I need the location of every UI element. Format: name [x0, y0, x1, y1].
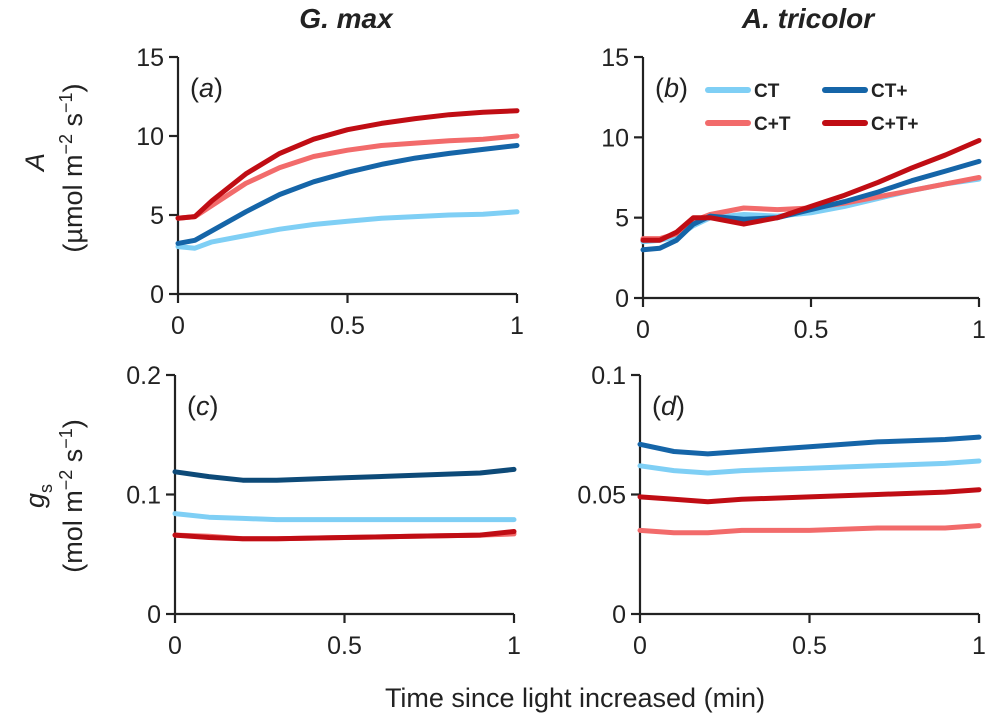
x-tick-label-d: 0: [633, 632, 647, 660]
legend-label-cplustplus: C+T+: [871, 114, 919, 135]
legend-label-ctplus: CT+: [871, 81, 907, 102]
y-axis-label-a: A (µmol m−2 s−1): [20, 83, 88, 252]
panel-d: 0 0.05 0.1 0 0.5 1 (d): [577, 362, 986, 660]
x-tick-label-a: 0: [171, 312, 185, 340]
y-tick-label-c: 0: [147, 601, 161, 629]
y-axis-label-gs: gs (mol m−2 s−1): [20, 419, 88, 573]
x-tick-label-c: 1: [507, 632, 521, 660]
y-tick-label-d: 0.05: [577, 482, 626, 510]
x-tick-label-a: 0.5: [330, 312, 365, 340]
y-tick-label-a: 15: [136, 44, 164, 72]
x-tick-label-b: 0.5: [794, 316, 829, 344]
x-tick-label-c: 0.5: [327, 632, 362, 660]
y-tick-label-a: 0: [150, 281, 164, 309]
y-tick-label-a: 5: [150, 202, 164, 230]
panel-label-b: (b): [655, 73, 688, 103]
series-line-cplustplus-c: [172, 529, 517, 542]
x-tick-label-d: 1: [972, 632, 986, 660]
x-tick-label-b: 0: [636, 316, 650, 344]
series-line-cplustplus-d: [637, 487, 982, 505]
panel-b: 0 5 10 15 0 0.5 1 (b) CT CT+ C+T C+T+: [601, 44, 986, 344]
series-line-ctplus-d: [637, 434, 982, 457]
panel-label-c: (c): [187, 391, 219, 421]
legend: CT CT+ C+T C+T+: [705, 81, 919, 135]
y-tick-label-b: 0: [615, 285, 629, 313]
x-tick-label-a: 1: [510, 312, 524, 340]
panel-label-a: (a): [190, 73, 223, 103]
y-tick-label-b: 5: [615, 205, 629, 233]
y-tick-label-c: 0.2: [126, 362, 161, 390]
y-axis-symbol-a: A: [20, 153, 50, 173]
y-axis-symbol-gs: gs: [20, 484, 56, 508]
y-axis-units-gs: (mol m−2 s−1): [56, 419, 88, 573]
x-tick-label-b: 1: [972, 316, 986, 344]
panel-label-d: (d): [652, 391, 685, 421]
y-tick-label-d: 0.1: [591, 362, 626, 390]
x-axis-label: Time since light increased (min): [385, 683, 765, 713]
x-tick-label-d: 0.5: [792, 632, 827, 660]
series-line-cplustplus-a: [175, 108, 520, 221]
series-line-cplustplus-b: [640, 138, 982, 243]
series-line-ctplus-c: [172, 466, 517, 483]
series-line-ct-a: [175, 209, 520, 251]
y-tick-label-b: 15: [601, 44, 629, 72]
panel-a: 0 5 10 15 0 0.5 1 (a): [136, 44, 524, 340]
panel-c: 0 0.1 0.2 0 0.5 1 (c): [126, 362, 521, 660]
y-tick-label-a: 10: [136, 123, 164, 151]
y-tick-label-c: 0.1: [126, 482, 161, 510]
series-line-ct-c: [172, 511, 517, 523]
y-tick-label-d: 0: [612, 601, 626, 629]
legend-label-cplust: C+T: [754, 114, 791, 135]
column-title-a-tricolor: A. tricolor: [741, 3, 876, 34]
y-axis-units-a: (µmol m−2 s−1): [56, 83, 88, 252]
series-line-ct-d: [637, 458, 982, 476]
legend-label-ct: CT: [754, 81, 780, 102]
series-line-cplust-a: [175, 133, 520, 221]
series-line-cplust-d: [637, 523, 982, 536]
y-tick-label-b: 10: [601, 124, 629, 152]
column-title-g-max: G. max: [299, 3, 394, 34]
x-tick-label-c: 0: [168, 632, 182, 660]
series-line-ctplus-a: [175, 143, 520, 246]
